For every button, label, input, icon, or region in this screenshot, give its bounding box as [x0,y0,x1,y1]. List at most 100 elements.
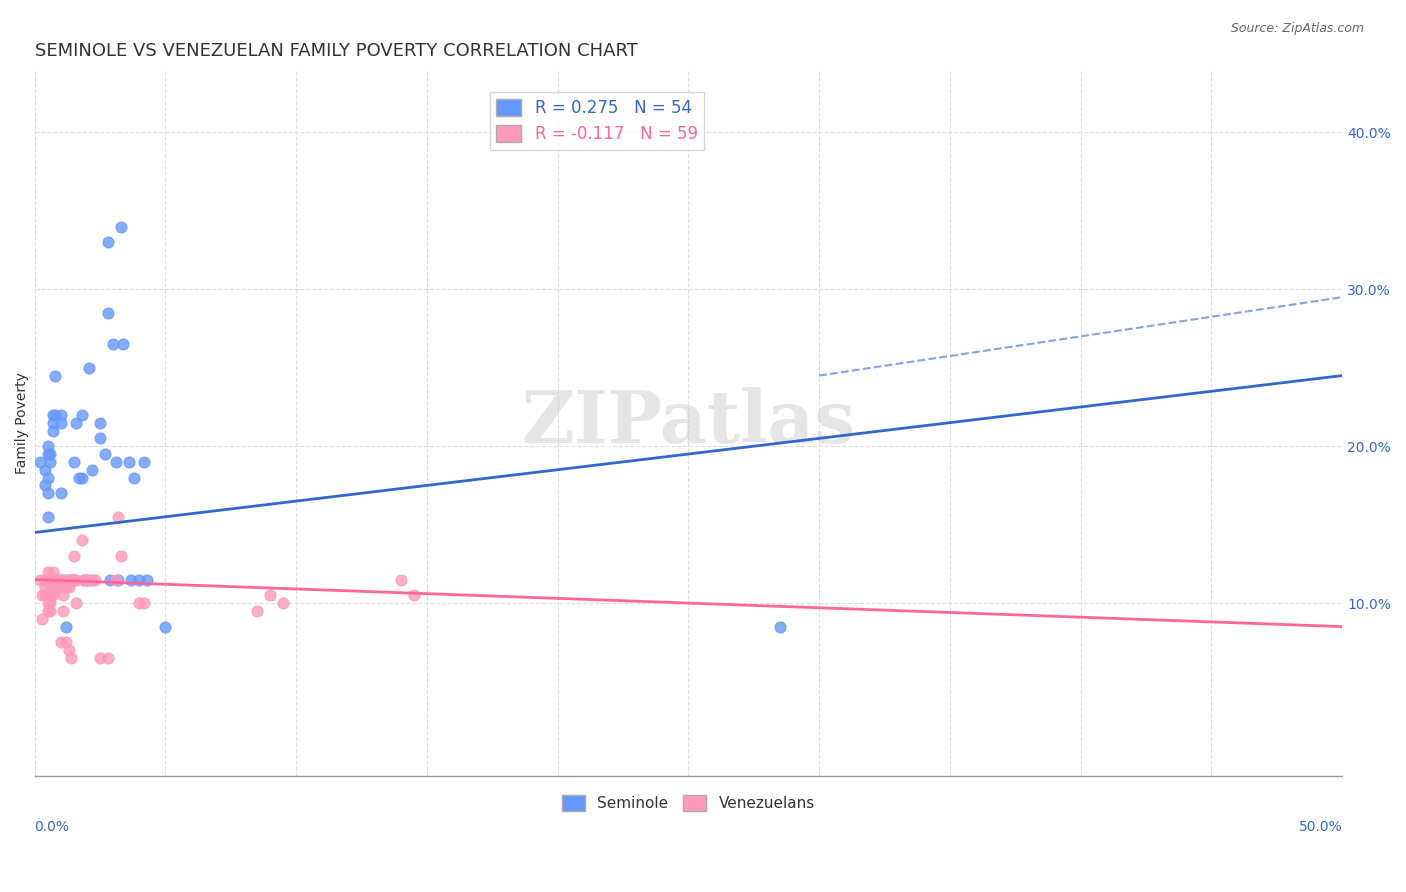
Text: ZIPatlas: ZIPatlas [522,387,855,458]
Point [52,581,75,595]
Point [246,604,269,618]
Point [34,581,56,595]
Point [67,470,90,484]
Point [89,431,111,445]
Point [271,596,294,610]
Point [82,463,104,477]
Point [49,635,72,649]
Point [52,588,75,602]
Point [58,581,80,595]
Text: Source: ZipAtlas.com: Source: ZipAtlas.com [1230,22,1364,36]
Point [42,416,65,430]
Point [70,408,93,422]
Point [134,596,156,610]
Point [82,573,104,587]
Point [112,337,135,351]
Point [110,219,132,234]
Point [136,573,159,587]
Point [58,573,80,587]
Point [52,573,75,587]
Point [42,573,65,587]
Point [70,533,93,548]
Point [37,470,59,484]
Point [46,581,69,595]
Point [100,573,122,587]
Point [37,604,59,618]
Point [39,588,62,602]
Point [402,588,425,602]
Point [128,573,150,587]
Point [34,478,56,492]
Point [31,612,53,626]
Point [62,549,84,563]
Point [73,573,96,587]
Point [55,635,77,649]
Point [52,604,75,618]
Point [134,455,156,469]
Point [37,439,59,453]
Point [107,509,129,524]
Point [118,455,141,469]
Point [83,573,105,587]
Point [97,651,120,665]
Point [97,235,120,250]
Point [89,416,111,430]
Point [65,573,87,587]
Point [110,549,132,563]
Y-axis label: Family Poverty: Family Poverty [15,372,30,474]
Point [769,619,792,633]
Point [55,581,77,595]
Point [44,573,66,587]
Point [34,573,56,587]
Point [76,573,98,587]
Point [62,455,84,469]
Point [79,360,101,375]
Point [42,588,65,602]
Point [55,573,77,587]
Point [44,573,66,587]
Point [65,416,87,430]
Point [37,596,59,610]
Point [97,306,120,320]
Point [49,573,72,587]
Point [49,416,72,430]
Point [120,573,142,587]
Point [34,588,56,602]
Point [62,573,84,587]
Point [42,424,65,438]
Point [70,470,93,484]
Point [31,588,53,602]
Point [39,581,62,595]
Point [58,643,80,657]
Point [39,596,62,610]
Point [389,573,412,587]
Point [37,486,59,500]
Point [49,486,72,500]
Point [122,470,145,484]
Point [73,573,96,587]
Point [39,455,62,469]
Point [37,565,59,579]
Point [107,573,129,587]
Point [155,619,177,633]
Point [259,588,281,602]
Point [44,581,66,595]
Point [37,447,59,461]
Point [104,455,127,469]
Point [46,573,69,587]
Text: 0.0%: 0.0% [35,820,69,834]
Point [39,447,62,461]
Text: SEMINOLE VS VENEZUELAN FAMILY POVERTY CORRELATION CHART: SEMINOLE VS VENEZUELAN FAMILY POVERTY CO… [35,42,637,60]
Point [39,604,62,618]
Point [28,573,51,587]
Point [42,565,65,579]
Point [52,573,75,587]
Point [128,596,150,610]
Point [44,408,66,422]
Point [58,573,80,587]
Point [79,573,101,587]
Point [89,651,111,665]
Point [42,408,65,422]
Point [101,337,124,351]
Point [37,509,59,524]
